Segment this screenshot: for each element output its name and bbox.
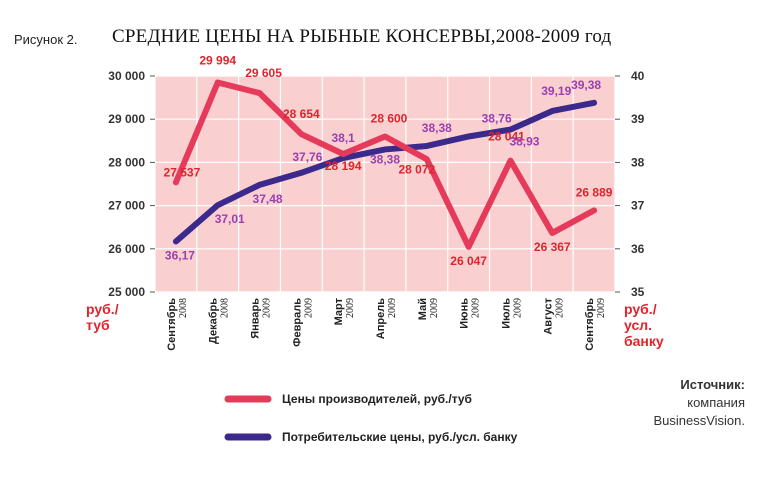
- figure-label: Рисунок 2.: [14, 32, 78, 47]
- category-year: 2009: [596, 298, 607, 318]
- source-line-company: компания: [687, 395, 745, 410]
- data-label-producer: 27 537: [164, 165, 201, 179]
- category-month: Июль: [500, 298, 512, 329]
- category-label: Сентябрь 2009: [584, 298, 607, 351]
- right-tick-label: 39: [631, 112, 645, 126]
- data-label-producer: 26 047: [450, 254, 487, 268]
- category-year: 2008: [178, 298, 189, 318]
- category-labels: Сентябрь 2008 Декабрь 2008 Январь 2009 Февраль…: [166, 297, 607, 350]
- series-lines: [172, 79, 598, 250]
- left-axis-ticks: 25 000 26 000 27 000 28 000 29 000 30 000: [108, 69, 155, 299]
- category-label: Февраль 2009: [291, 298, 314, 347]
- category-label: Январь 2009: [250, 298, 273, 339]
- data-label-producer: 28 600: [371, 111, 408, 125]
- source-line-name: BusinessVision.: [653, 413, 745, 428]
- data-label-consumer: 38,93: [509, 135, 539, 149]
- right-axis-ticks: 35 36 37 38 39 40: [615, 69, 645, 299]
- data-label-consumer: 39,38: [571, 78, 601, 92]
- left-tick-label: 27 000: [108, 199, 145, 213]
- data-label-producer: 29 994: [199, 53, 236, 67]
- data-label-consumer: 38,38: [370, 152, 400, 166]
- category-year: 2009: [429, 298, 440, 318]
- category-year: 2009: [554, 298, 565, 318]
- category-year: 2009: [471, 298, 482, 318]
- category-month: Сентябрь: [584, 298, 596, 351]
- category-month: Февраль: [291, 298, 303, 347]
- category-month: Май: [417, 298, 429, 320]
- data-label-consumer: 38,1: [332, 131, 356, 145]
- data-label-consumer: 38,38: [422, 121, 452, 135]
- source-title: Источник:: [680, 377, 745, 392]
- category-month: Август: [542, 297, 554, 334]
- category-year: 2009: [303, 298, 314, 318]
- right-tick-label: 37: [631, 199, 645, 213]
- category-month: Январь: [250, 298, 262, 339]
- data-label-producer: 29 605: [245, 66, 282, 80]
- right-axis-unit: руб./: [624, 301, 657, 317]
- right-tick-label: 35: [631, 285, 645, 299]
- data-label-producer: 28 041: [488, 130, 525, 144]
- right-tick-label: 38: [631, 155, 645, 169]
- right-axis-unit: банку: [624, 333, 664, 349]
- category-year: 2009: [387, 298, 398, 318]
- legend-label-producer: Цены производителей, руб./туб: [282, 392, 472, 406]
- source-note: Источник: компания BusinessVision.: [653, 376, 745, 430]
- data-label-consumer: 37,76: [292, 150, 322, 164]
- category-year: 2009: [345, 298, 356, 318]
- chart-title: СРЕДНИЕ ЦЕНЫ НА РЫБНЫЕ КОНСЕРВЫ,2008-200…: [112, 26, 612, 47]
- data-label-consumer: 39,19: [541, 84, 571, 98]
- right-tick-label: 36: [631, 242, 645, 256]
- category-label: Декабрь 2008: [208, 298, 231, 344]
- data-label-producer: 26 889: [576, 185, 613, 199]
- right-tick-label: 40: [631, 69, 645, 83]
- data-label-producer: 28 654: [283, 107, 320, 121]
- data-label-consumer: 37,48: [253, 192, 283, 206]
- legend-label-consumer: Потребительские цены, руб./усл. банку: [282, 430, 518, 444]
- left-tick-label: 26 000: [108, 242, 145, 256]
- category-month: Июнь: [459, 298, 471, 329]
- category-label: Апрель 2009: [375, 298, 398, 339]
- series-line-producer: [172, 79, 598, 250]
- right-axis-unit: усл.: [624, 317, 652, 333]
- category-label: Июль 2009: [500, 298, 523, 329]
- category-label: Сентябрь 2008: [166, 298, 189, 351]
- left-tick-label: 25 000: [108, 285, 145, 299]
- category-label: Июнь 2009: [459, 298, 482, 329]
- category-label: Август 2009: [542, 297, 565, 334]
- data-label-producer: 28 194: [325, 159, 362, 173]
- category-label: Май 2009: [417, 298, 440, 320]
- data-label-consumer: 38,76: [482, 111, 512, 125]
- left-tick-label: 29 000: [108, 112, 145, 126]
- category-label: Март 2009: [333, 297, 356, 325]
- left-tick-label: 28 000: [108, 155, 145, 169]
- legend: [224, 395, 272, 441]
- left-axis-unit: туб: [86, 317, 110, 333]
- category-year: 2009: [512, 298, 523, 318]
- series-line-consumer: [172, 99, 598, 245]
- data-labels: 27 537 29 994 29 605 28 654 28 194 28 600 28 0…: [164, 53, 613, 267]
- data-label-consumer: 37,01: [215, 212, 245, 226]
- category-month: Март: [333, 297, 345, 325]
- category-month: Сентябрь: [166, 298, 178, 351]
- category-month: Апрель: [375, 298, 387, 339]
- category-month: Декабрь: [208, 298, 220, 344]
- data-label-producer: 26 367: [534, 240, 571, 254]
- plot-background: [155, 76, 615, 292]
- data-label-producer: 28 072: [398, 162, 435, 176]
- left-axis-unit: руб./: [86, 301, 119, 317]
- data-label-consumer: 36,17: [165, 248, 195, 262]
- left-tick-label: 30 000: [108, 69, 145, 83]
- category-year: 2008: [220, 298, 231, 318]
- category-year: 2009: [262, 298, 273, 318]
